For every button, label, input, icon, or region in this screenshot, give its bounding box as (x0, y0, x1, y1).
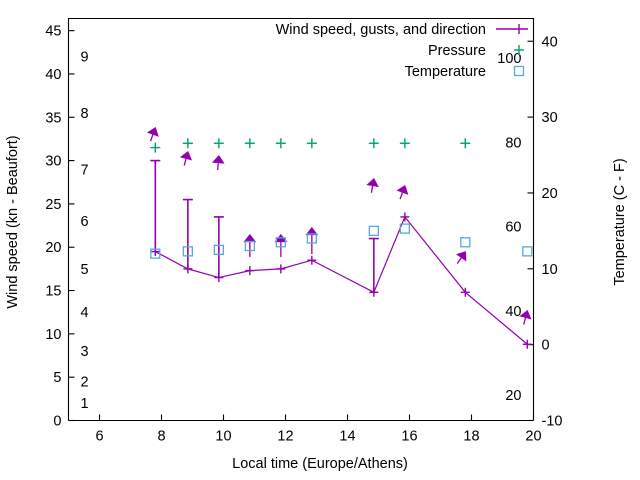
wind-direction-arrow (211, 154, 225, 171)
temperature-marker (522, 246, 533, 257)
right-axis-ticks: -10 0 10 20 30 40 (527, 34, 563, 430)
left-tick-label: 20 (45, 240, 61, 256)
chart-legend: Wind speed, gusts, and direction Pressure… (276, 22, 528, 80)
wind-direction-arrow (456, 251, 467, 264)
beaufort-label: 1 (80, 396, 88, 412)
legend-label: Temperature (405, 64, 486, 80)
y-left-axis-title: Wind speed (kn - Beaufort) (5, 135, 21, 308)
beaufort-label: 7 (80, 162, 88, 178)
wind-direction-arrow (396, 184, 409, 200)
right-tick-label: -10 (542, 414, 563, 430)
left-tick-label: 5 (53, 370, 61, 386)
pressure-marker (213, 138, 224, 149)
wind-speed-line (155, 215, 528, 345)
right-tick-label: 30 (542, 110, 558, 126)
x-axis-title: Local time (Europe/Athens) (232, 456, 408, 472)
legend-label: Wind speed, gusts, and direction (276, 22, 486, 38)
left-tick-label: 30 (45, 154, 61, 170)
legend-item: Temperature (405, 64, 525, 80)
temperature-marker (368, 225, 380, 237)
gust-bars-layer (150, 159, 379, 293)
pressure-marker (399, 138, 410, 149)
pressure-marker (150, 142, 161, 153)
axis-frame (67, 17, 535, 422)
left-axis-beaufort-labels: 1 2 3 4 5 6 7 8 9 (80, 50, 88, 413)
temperature-marker (150, 248, 161, 259)
right-tick-label: 10 (542, 262, 558, 278)
fahrenheit-label: 40 (505, 304, 521, 320)
legend-item: Pressure (428, 43, 524, 59)
legend-item: Wind speed, gusts, and direction (276, 22, 528, 38)
left-tick-label: 45 (45, 24, 61, 40)
pressure-marker (460, 138, 471, 149)
legend-label: Pressure (428, 43, 486, 59)
right-tick-label: 40 (542, 34, 558, 50)
fahrenheit-label: 80 (505, 135, 521, 151)
x-tick-label: 14 (339, 429, 355, 445)
x-tick-label: 12 (277, 429, 293, 445)
y-right-axis-title: Temperature (C - F) (612, 158, 628, 285)
left-tick-label: 10 (45, 327, 61, 343)
x-axis-ticks: 6 8 10 12 14 16 18 20 (95, 414, 542, 445)
beaufort-label: 6 (80, 214, 88, 230)
temperature-marker (213, 244, 225, 255)
right-axis-fahrenheit-labels: 20 40 60 80 100 (497, 51, 521, 404)
temperature-marker (275, 237, 287, 248)
left-tick-label: 35 (45, 110, 61, 126)
left-tick-label: 25 (45, 197, 61, 213)
beaufort-label: 8 (80, 106, 88, 122)
fahrenheit-label: 100 (497, 51, 521, 67)
pressure-markers-layer (150, 138, 471, 153)
pressure-marker (368, 138, 379, 149)
pressure-marker (182, 138, 193, 149)
left-tick-label: 0 (53, 414, 61, 430)
temperature-marker (306, 233, 318, 244)
x-tick-label: 20 (525, 429, 541, 445)
beaufort-label: 4 (80, 305, 88, 321)
fahrenheit-label: 60 (505, 220, 521, 236)
wind-speed-line-layer (150, 212, 532, 349)
beaufort-label: 9 (80, 50, 88, 66)
wind-direction-arrow (305, 226, 319, 254)
x-tick-label: 16 (401, 429, 417, 445)
wind-direction-arrow (519, 309, 532, 325)
right-tick-label: 20 (542, 186, 558, 202)
beaufort-label: 3 (80, 344, 88, 360)
temperature-marker (182, 246, 194, 257)
fahrenheit-label: 20 (505, 388, 521, 404)
temperature-markers-layer (150, 223, 533, 259)
x-tick-label: 18 (463, 429, 479, 445)
temperature-marker (399, 223, 411, 234)
left-tick-label: 40 (45, 67, 61, 83)
temperature-marker (460, 237, 471, 248)
wind-direction-arrow (366, 177, 379, 193)
x-tick-label: 10 (215, 429, 231, 445)
left-axis-ticks: 0 5 10 15 20 25 30 35 40 45 (45, 24, 75, 430)
right-tick-label: 0 (542, 338, 550, 354)
wind-direction-arrow (243, 233, 257, 257)
beaufort-label: 5 (80, 262, 88, 278)
pressure-marker (306, 138, 317, 149)
pressure-marker (275, 138, 286, 149)
temperature-marker (244, 240, 256, 252)
left-tick-label: 15 (45, 284, 61, 300)
beaufort-label: 2 (80, 375, 88, 391)
legend-square-swatch (513, 65, 525, 77)
wind-direction-arrow (146, 126, 159, 142)
x-tick-label: 8 (157, 429, 165, 445)
wind-direction-arrow (179, 150, 193, 166)
x-tick-label: 6 (95, 429, 103, 445)
pressure-marker (244, 138, 255, 149)
wind-direction-arrows-layer (146, 126, 532, 325)
